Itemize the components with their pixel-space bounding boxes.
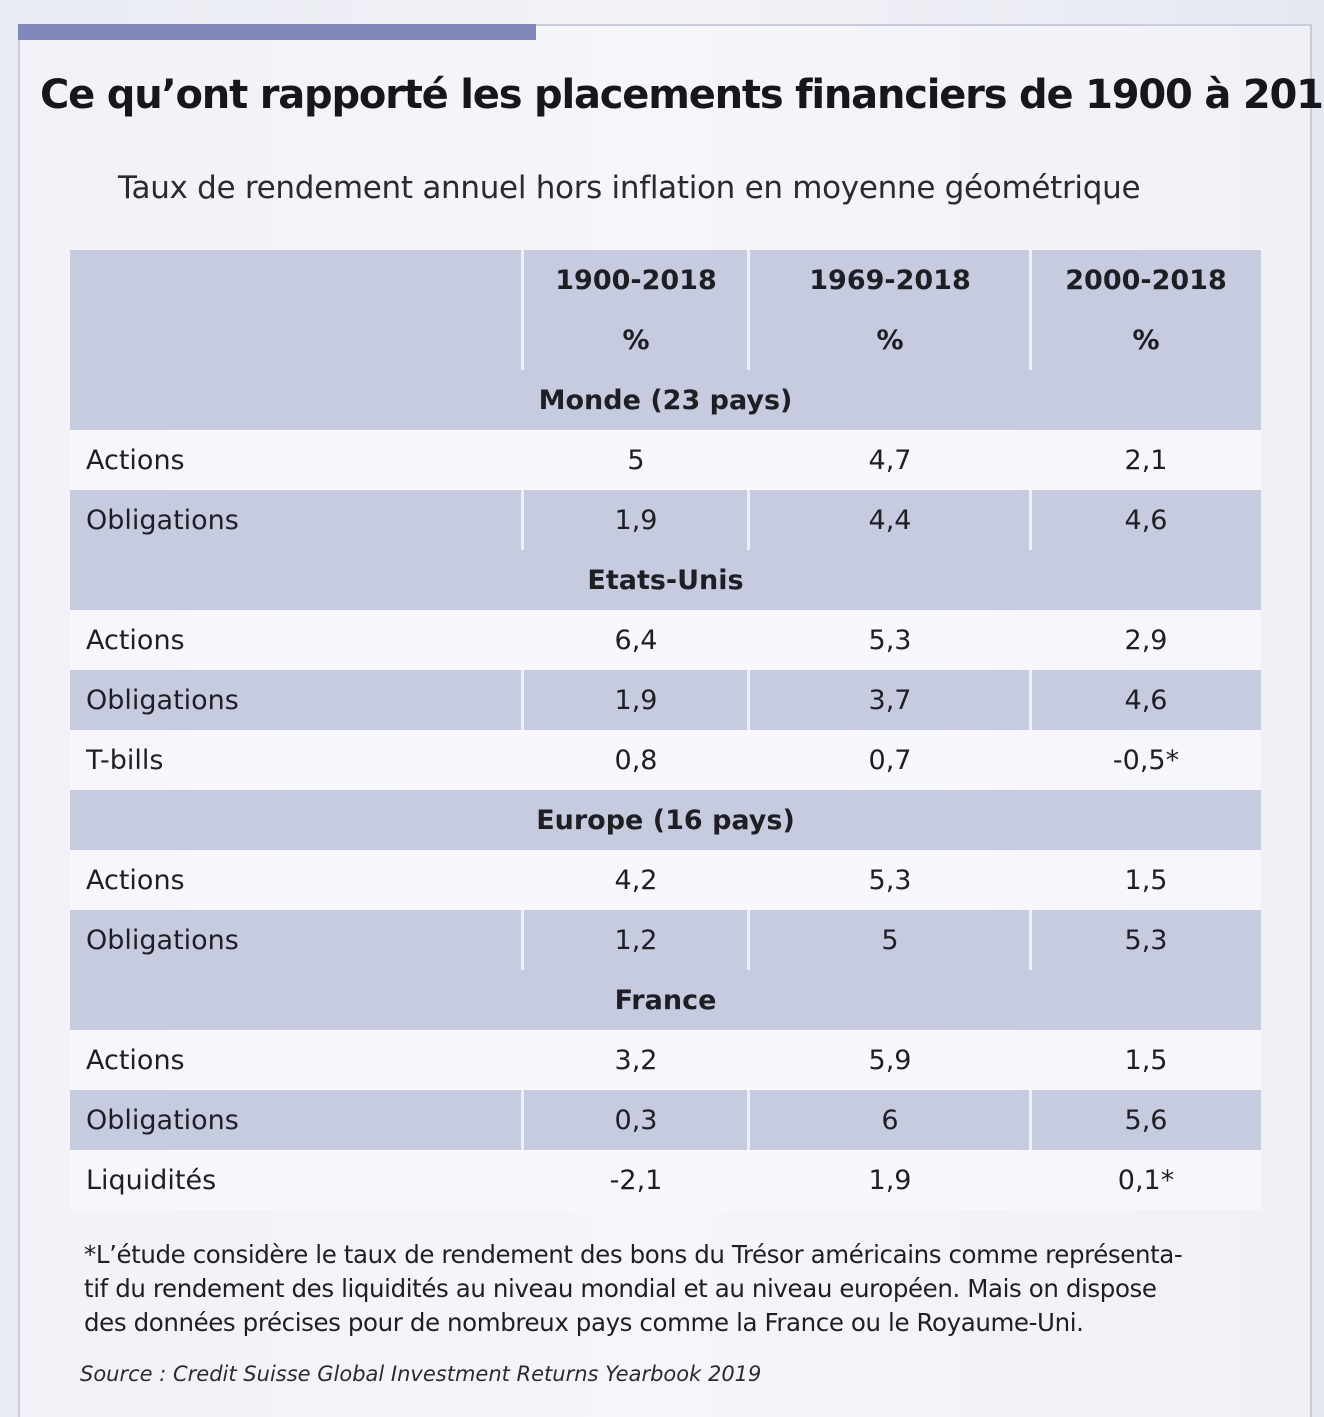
group-title: France	[614, 984, 717, 1016]
group-title: Etats-Unis	[587, 564, 744, 596]
column-separator	[747, 310, 750, 370]
unit-label: %	[876, 324, 904, 356]
footnote-line: tif du rendement des liquidités au nivea…	[84, 1274, 1157, 1303]
value-cell: 1,5	[1124, 864, 1168, 896]
table-row: Actions 6,4 5,3 2,9	[70, 610, 1261, 670]
column-header-1969-2018: 1969-2018	[809, 264, 971, 296]
column-separator	[1029, 310, 1032, 370]
row-label: Obligations	[86, 504, 239, 536]
value-cell: 4,7	[868, 444, 912, 476]
row-label: Obligations	[86, 684, 239, 716]
returns-table: 1900-2018 1969-2018 2000-2018 % % % Mond…	[70, 250, 1261, 1210]
footnote: *L’étude considère le taux de rendement …	[84, 1238, 1264, 1340]
table-row: Obligations 0,3 6 5,6	[70, 1090, 1261, 1150]
table-row: Actions 4,2 5,3 1,5	[70, 850, 1261, 910]
value-cell: 0,3	[614, 1104, 658, 1136]
value-cell: 2,9	[1124, 624, 1168, 656]
value-cell: 4,6	[1124, 504, 1168, 536]
value-cell: 0,8	[614, 744, 658, 776]
table-row: Actions 3,2 5,9 1,5	[70, 1030, 1261, 1090]
row-label: Obligations	[86, 924, 239, 956]
group-header-row: Monde (23 pays)	[70, 370, 1261, 430]
table-row: Liquidités -2,1 1,9 0,1*	[70, 1150, 1261, 1210]
column-separator	[521, 670, 524, 730]
column-separator	[1029, 490, 1032, 550]
column-separator	[521, 250, 524, 310]
header-row: 1900-2018 1969-2018 2000-2018	[70, 250, 1261, 310]
row-label: Actions	[86, 1044, 185, 1076]
group-title: Monde (23 pays)	[538, 384, 793, 416]
table-row: Actions 5 4,7 2,1	[70, 430, 1261, 490]
value-cell: 6	[881, 1104, 899, 1136]
row-label: Actions	[86, 444, 185, 476]
column-separator	[747, 250, 750, 310]
column-header-1900-2018: 1900-2018	[555, 264, 717, 296]
column-separator	[521, 910, 524, 970]
value-cell: 0,7	[868, 744, 912, 776]
unit-row: % % %	[70, 310, 1261, 370]
value-cell: 5	[881, 924, 899, 956]
row-label: Obligations	[86, 1104, 239, 1136]
group-header-row: Etats-Unis	[70, 550, 1261, 610]
table-body: Monde (23 pays) Actions 5 4,7 2,1 Obligations…	[70, 370, 1261, 1210]
table-row: Obligations 1,2 5 5,3	[70, 910, 1261, 970]
group-header-row: Europe (16 pays)	[70, 790, 1261, 850]
group-header-row: France	[70, 970, 1261, 1030]
footnote-line: *L’étude considère le taux de rendement …	[84, 1240, 1183, 1269]
unit-label: %	[1132, 324, 1160, 356]
row-label: Actions	[86, 624, 185, 656]
table-row: Obligations 1,9 3,7 4,6	[70, 670, 1261, 730]
value-cell: 1,2	[614, 924, 658, 956]
row-label: Liquidités	[86, 1164, 217, 1196]
value-cell: 3,2	[614, 1044, 658, 1076]
row-label: T-bills	[86, 744, 164, 776]
value-cell: -0,5*	[1112, 744, 1180, 776]
value-cell: 0,1*	[1117, 1164, 1175, 1196]
unit-label: %	[622, 324, 650, 356]
table-row: Obligations 1,9 4,4 4,6	[70, 490, 1261, 550]
value-cell: -2,1	[609, 1164, 663, 1196]
column-separator	[1029, 910, 1032, 970]
value-cell: 3,7	[868, 684, 912, 716]
value-cell: 4,6	[1124, 684, 1168, 716]
value-cell: 1,9	[868, 1164, 912, 1196]
value-cell: 1,5	[1124, 1044, 1168, 1076]
source-note: Source : Credit Suisse Global Investment…	[80, 1362, 762, 1386]
column-separator	[521, 310, 524, 370]
value-cell: 5,3	[868, 624, 912, 656]
value-cell: 5	[627, 444, 645, 476]
column-separator	[747, 910, 750, 970]
column-separator	[747, 490, 750, 550]
value-cell: 5,3	[1124, 924, 1168, 956]
column-separator	[1029, 670, 1032, 730]
group-title: Europe (16 pays)	[536, 804, 795, 836]
page-title: Ce qu’ont rapporté les placements financ…	[40, 72, 1324, 118]
value-cell: 5,6	[1124, 1104, 1168, 1136]
footnote-line: des données précises pour de nombreux pa…	[84, 1308, 1084, 1337]
accent-bar	[18, 24, 536, 40]
value-cell: 5,3	[868, 864, 912, 896]
value-cell: 1,9	[614, 504, 658, 536]
value-cell: 4,4	[868, 504, 912, 536]
column-separator	[747, 1090, 750, 1150]
value-cell: 5,9	[868, 1044, 912, 1076]
value-cell: 2,1	[1124, 444, 1168, 476]
value-cell: 6,4	[614, 624, 658, 656]
subtitle: Taux de rendement annuel hors inflation …	[118, 170, 1141, 206]
column-separator	[1029, 1090, 1032, 1150]
column-separator	[521, 490, 524, 550]
table-row: T-bills 0,8 0,7 -0,5*	[70, 730, 1261, 790]
row-label: Actions	[86, 864, 185, 896]
value-cell: 1,9	[614, 684, 658, 716]
column-separator	[747, 670, 750, 730]
column-separator	[521, 1090, 524, 1150]
column-separator	[1029, 250, 1032, 310]
column-header-2000-2018: 2000-2018	[1065, 264, 1227, 296]
value-cell: 4,2	[614, 864, 658, 896]
